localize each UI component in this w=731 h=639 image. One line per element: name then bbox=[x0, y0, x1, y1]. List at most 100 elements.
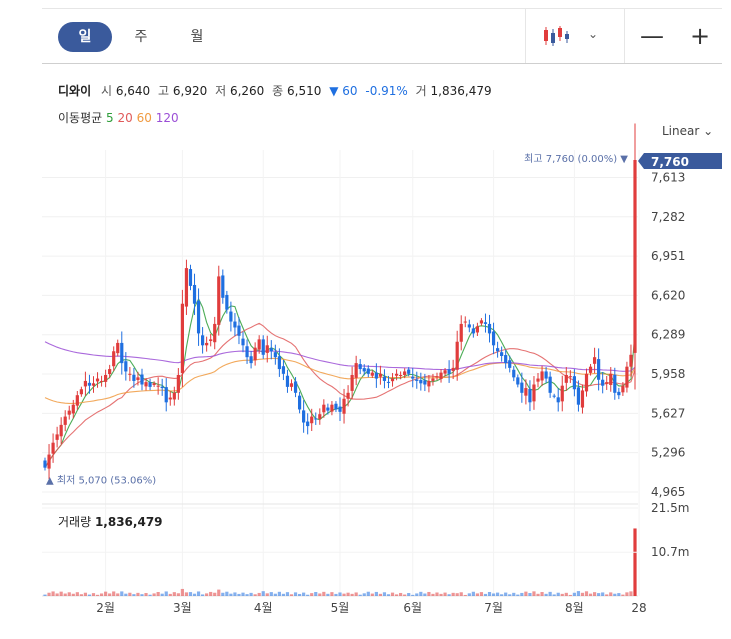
candle-body bbox=[576, 387, 581, 405]
volume-bar bbox=[241, 592, 245, 596]
tab-week[interactable]: 주 bbox=[134, 29, 148, 45]
volume-bar bbox=[63, 593, 67, 596]
candle-body bbox=[459, 323, 463, 342]
volume-bar bbox=[459, 592, 463, 596]
candle-body bbox=[580, 390, 585, 408]
candle-body bbox=[362, 368, 366, 372]
volume-bar bbox=[314, 592, 318, 596]
candle-body bbox=[104, 374, 108, 382]
candle-body bbox=[136, 377, 140, 380]
candle-body bbox=[164, 387, 168, 403]
volume-bar bbox=[370, 593, 374, 596]
volume-bar bbox=[112, 591, 116, 596]
volume-bar bbox=[399, 592, 403, 596]
volume-bar bbox=[487, 591, 492, 596]
ma-label: 이동평균 bbox=[58, 111, 103, 125]
candle-body bbox=[75, 395, 79, 406]
x-tick-label: 2월 bbox=[96, 601, 115, 615]
volume-bar bbox=[350, 593, 354, 596]
max-price-annotation: 최고 7,760 (0.00%) ▼ bbox=[524, 153, 628, 165]
volume-bar bbox=[334, 593, 338, 596]
volume-bar bbox=[621, 594, 625, 596]
volume-bar bbox=[382, 592, 387, 596]
candle-body bbox=[390, 378, 395, 382]
candle-body bbox=[463, 321, 467, 323]
volume-bar bbox=[354, 592, 358, 596]
chevron-down-icon[interactable]: ⌄ bbox=[588, 27, 599, 41]
y-tick-label: 6,289 bbox=[651, 328, 685, 342]
scale-selector[interactable]: Linear ⌄ bbox=[662, 124, 713, 138]
volume-bar bbox=[366, 591, 370, 596]
zoom-in-button[interactable]: + bbox=[689, 22, 711, 50]
volume-bar bbox=[411, 594, 415, 596]
volume-bar bbox=[427, 591, 431, 596]
volume-bar bbox=[544, 593, 548, 596]
candle-body bbox=[209, 339, 213, 342]
candle-body bbox=[188, 269, 193, 286]
volume-bar bbox=[51, 591, 55, 596]
volume-bar bbox=[176, 593, 180, 596]
candle-body bbox=[584, 373, 589, 392]
candle-body bbox=[358, 364, 362, 370]
candle-body bbox=[564, 374, 568, 383]
volume-bar bbox=[423, 593, 427, 596]
candle-body bbox=[394, 373, 399, 376]
close-value: 6,510 bbox=[287, 84, 322, 98]
volume-bar bbox=[609, 592, 613, 596]
candle-body bbox=[140, 374, 144, 385]
volume-bar bbox=[237, 593, 241, 596]
candle-body bbox=[342, 398, 346, 414]
candle-body bbox=[516, 377, 520, 385]
volume-bar bbox=[540, 592, 544, 596]
volume-bar bbox=[168, 593, 172, 596]
volume-bar bbox=[136, 592, 140, 596]
candle-body bbox=[168, 397, 172, 400]
candle-body bbox=[91, 383, 96, 386]
volume-bar bbox=[152, 593, 156, 596]
x-tick-label: 4월 bbox=[254, 601, 273, 615]
candle-body bbox=[491, 331, 496, 346]
candle-body bbox=[427, 380, 431, 387]
candle-body bbox=[83, 380, 88, 387]
chart-type-selector[interactable]: ⌄ bbox=[525, 9, 625, 63]
candle-body bbox=[366, 368, 370, 374]
candle-body bbox=[528, 389, 532, 403]
current-price-tag bbox=[638, 153, 722, 169]
volume-bar bbox=[532, 591, 536, 596]
candle-body bbox=[241, 338, 245, 346]
x-tick-label: 8월 bbox=[565, 601, 584, 615]
volume-bar bbox=[592, 592, 597, 596]
volume-bar bbox=[249, 592, 253, 596]
volume-bar bbox=[491, 593, 496, 596]
zoom-out-button[interactable]: — bbox=[640, 22, 664, 50]
volume-bar bbox=[140, 594, 144, 596]
volume-bar bbox=[229, 593, 233, 596]
candle-body bbox=[455, 341, 459, 370]
candle-body bbox=[601, 379, 605, 386]
volume-bar bbox=[407, 593, 411, 596]
volume-bar bbox=[536, 593, 540, 596]
volume-bar bbox=[597, 593, 601, 596]
volume-bar bbox=[471, 591, 475, 596]
stock-name: 디와이 bbox=[58, 84, 92, 98]
candle-body bbox=[176, 374, 180, 393]
volume-bar bbox=[467, 593, 471, 596]
candle-body bbox=[120, 342, 124, 364]
current-price-label: 7,760 bbox=[651, 155, 689, 169]
volume-bar bbox=[483, 593, 488, 596]
chevron-down-icon: ⌄ bbox=[703, 124, 714, 138]
volume-bar bbox=[245, 594, 249, 596]
candle-body bbox=[544, 371, 548, 379]
volume-bar bbox=[447, 594, 451, 596]
volume-bar bbox=[269, 592, 273, 596]
volume-bar bbox=[75, 592, 79, 596]
volume-bar bbox=[132, 594, 136, 596]
tab-month[interactable]: 월 bbox=[190, 29, 204, 45]
volume-bar bbox=[552, 594, 556, 596]
candle-body bbox=[540, 371, 544, 381]
open-value: 6,640 bbox=[115, 84, 151, 98]
volume-panel-title: 거래량 1,836,479 bbox=[58, 513, 163, 530]
tab-day[interactable]: 일 bbox=[58, 22, 112, 52]
candle-body bbox=[560, 385, 564, 402]
